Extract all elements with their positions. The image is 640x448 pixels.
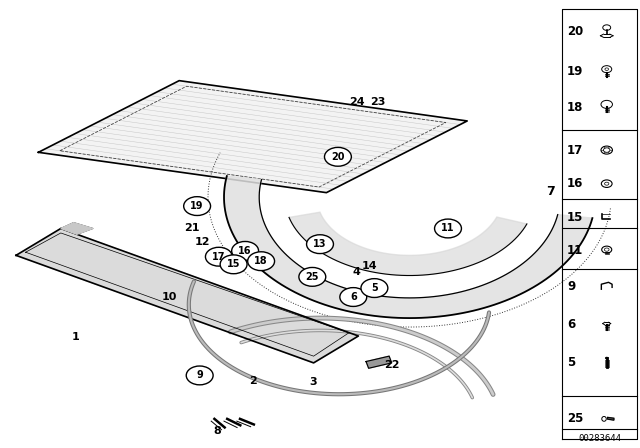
Circle shape bbox=[186, 366, 213, 385]
Polygon shape bbox=[224, 176, 593, 318]
Circle shape bbox=[184, 197, 211, 215]
Text: 18: 18 bbox=[567, 101, 584, 114]
Text: 22: 22 bbox=[385, 360, 400, 370]
Polygon shape bbox=[366, 356, 392, 368]
Text: 20: 20 bbox=[331, 152, 345, 162]
Text: 25: 25 bbox=[567, 412, 584, 426]
Circle shape bbox=[603, 25, 611, 30]
Circle shape bbox=[220, 255, 247, 274]
Text: 12: 12 bbox=[195, 237, 210, 247]
Circle shape bbox=[604, 248, 609, 251]
Text: 5: 5 bbox=[371, 283, 378, 293]
Circle shape bbox=[605, 182, 609, 185]
Circle shape bbox=[307, 235, 333, 254]
Polygon shape bbox=[16, 228, 358, 363]
Text: 19: 19 bbox=[567, 65, 584, 78]
Circle shape bbox=[324, 147, 351, 166]
Text: 1: 1 bbox=[72, 332, 79, 342]
Ellipse shape bbox=[602, 417, 606, 421]
Polygon shape bbox=[289, 212, 527, 276]
Circle shape bbox=[602, 180, 612, 187]
Text: 11: 11 bbox=[567, 244, 583, 258]
Text: 5: 5 bbox=[567, 356, 575, 370]
Text: 4: 4 bbox=[353, 267, 360, 277]
Text: 20: 20 bbox=[567, 25, 583, 38]
Polygon shape bbox=[607, 418, 614, 420]
Circle shape bbox=[340, 288, 367, 306]
Text: 14: 14 bbox=[362, 261, 378, 271]
Text: 19: 19 bbox=[190, 201, 204, 211]
Text: 6: 6 bbox=[567, 318, 575, 332]
Text: 15: 15 bbox=[567, 211, 584, 224]
Circle shape bbox=[361, 279, 388, 297]
Circle shape bbox=[435, 219, 461, 238]
Text: 2: 2 bbox=[250, 376, 257, 386]
Circle shape bbox=[602, 66, 612, 73]
Polygon shape bbox=[38, 81, 467, 193]
Text: 9: 9 bbox=[567, 280, 575, 293]
Text: 23: 23 bbox=[370, 97, 385, 107]
Text: 16: 16 bbox=[238, 246, 252, 256]
Text: 16: 16 bbox=[567, 177, 584, 190]
Text: 3: 3 bbox=[310, 377, 317, 387]
Circle shape bbox=[601, 100, 612, 108]
Circle shape bbox=[299, 267, 326, 286]
Text: 11: 11 bbox=[441, 224, 455, 233]
Text: 8: 8 bbox=[214, 426, 221, 436]
Circle shape bbox=[604, 148, 610, 152]
Text: 17: 17 bbox=[212, 252, 226, 262]
Circle shape bbox=[232, 241, 259, 260]
Text: 00283644: 00283644 bbox=[578, 434, 621, 443]
Text: 9: 9 bbox=[196, 370, 203, 380]
Circle shape bbox=[605, 357, 608, 359]
Circle shape bbox=[205, 247, 232, 266]
Text: 7: 7 bbox=[546, 185, 555, 198]
Text: 17: 17 bbox=[567, 143, 583, 157]
Text: 13: 13 bbox=[313, 239, 327, 249]
Text: 15: 15 bbox=[227, 259, 241, 269]
Polygon shape bbox=[61, 223, 93, 234]
Circle shape bbox=[601, 146, 612, 154]
Circle shape bbox=[248, 252, 275, 271]
Text: 25: 25 bbox=[305, 272, 319, 282]
Circle shape bbox=[602, 246, 612, 253]
Text: 6: 6 bbox=[350, 292, 356, 302]
Text: 10: 10 bbox=[162, 292, 177, 302]
Text: 21: 21 bbox=[184, 224, 200, 233]
Circle shape bbox=[605, 68, 609, 70]
Text: 18: 18 bbox=[254, 256, 268, 266]
Text: 24: 24 bbox=[349, 97, 364, 107]
